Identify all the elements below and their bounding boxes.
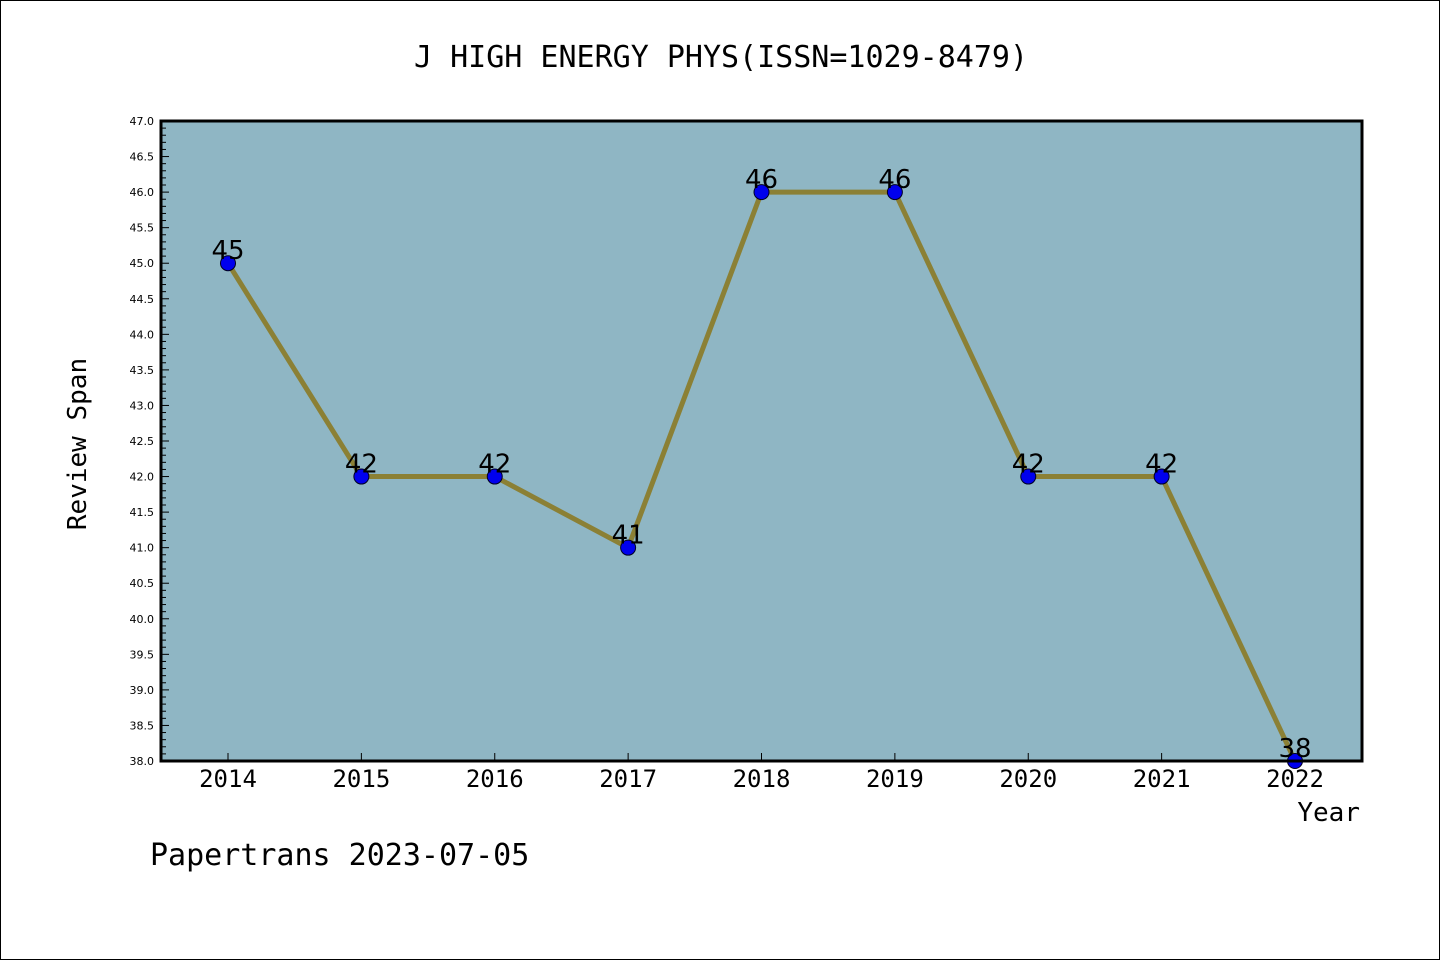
data-point xyxy=(220,255,236,272)
data-label: 46 xyxy=(878,165,911,195)
data-point xyxy=(1020,468,1037,485)
data-label: 41 xyxy=(612,521,645,551)
x-tick-label: 2016 xyxy=(466,765,524,793)
x-tick-label: 2017 xyxy=(599,765,657,793)
y-tick-label: 41.5 xyxy=(130,506,155,519)
y-tick-label: 43.5 xyxy=(130,364,155,377)
y-tick-label: 44.5 xyxy=(130,293,155,306)
y-tick-label: 42.5 xyxy=(130,435,155,448)
data-point xyxy=(620,539,637,556)
data-labels: 45 42 42 41 46 46 42 42 38 xyxy=(211,165,1311,764)
data-point xyxy=(486,468,503,485)
y-tick-label: 39.0 xyxy=(130,684,155,697)
y-tick-label: 40.0 xyxy=(130,613,155,626)
data-point xyxy=(753,184,770,201)
data-label: 42 xyxy=(1012,450,1045,480)
x-tick-label: 2018 xyxy=(733,765,791,793)
y-tick-label: 43.0 xyxy=(130,399,155,412)
y-tick-label: 46.5 xyxy=(130,151,155,164)
x-tick-label: 2019 xyxy=(866,765,924,793)
data-point xyxy=(886,184,903,201)
y-tick-label: 44.0 xyxy=(130,328,155,341)
data-point xyxy=(1153,468,1170,485)
data-point xyxy=(353,468,370,485)
data-label: 46 xyxy=(745,165,778,195)
x-axis-label: Year xyxy=(1297,798,1360,828)
x-tick-label: 2022 xyxy=(1266,765,1324,793)
series-layer xyxy=(220,184,1303,769)
y-tick-label: 46.0 xyxy=(130,186,155,199)
y-tick-label: 45.5 xyxy=(130,222,155,235)
y-tick-label: 38.5 xyxy=(130,719,155,732)
y-tick-label: 41.0 xyxy=(130,542,155,555)
y-axis-label: Review Span xyxy=(63,358,93,530)
y-tick-label: 38.0 xyxy=(130,755,155,768)
x-tick-label: 2021 xyxy=(1133,765,1191,793)
y-axis-ticks: 38.0 38.5 39.0 39.5 40.0 40.5 41.0 41.5 42.0 42.5… xyxy=(130,115,169,768)
x-tick-label: 2014 xyxy=(199,765,257,793)
plot-border xyxy=(159,119,1364,763)
y-tick-label: 40.5 xyxy=(130,577,155,590)
y-tick-label: 39.5 xyxy=(130,648,155,661)
footer-text: Papertrans 2023-07-05 xyxy=(150,838,529,873)
data-label: 38 xyxy=(1278,734,1311,764)
y-tick-label: 45.0 xyxy=(130,257,155,270)
y-tick-label: 42.0 xyxy=(130,471,155,484)
data-label: 42 xyxy=(345,450,378,480)
x-tick-label: 2020 xyxy=(999,765,1057,793)
plot-area xyxy=(161,121,1362,761)
data-label: 42 xyxy=(1145,450,1178,480)
x-tick-label: 2015 xyxy=(332,765,390,793)
chart-title: J HIGH ENERGY PHYS(ISSN=1029-8479) xyxy=(414,40,1028,75)
data-label: 45 xyxy=(211,236,244,266)
y-tick-label: 47.0 xyxy=(130,115,155,128)
data-label: 42 xyxy=(478,450,511,480)
